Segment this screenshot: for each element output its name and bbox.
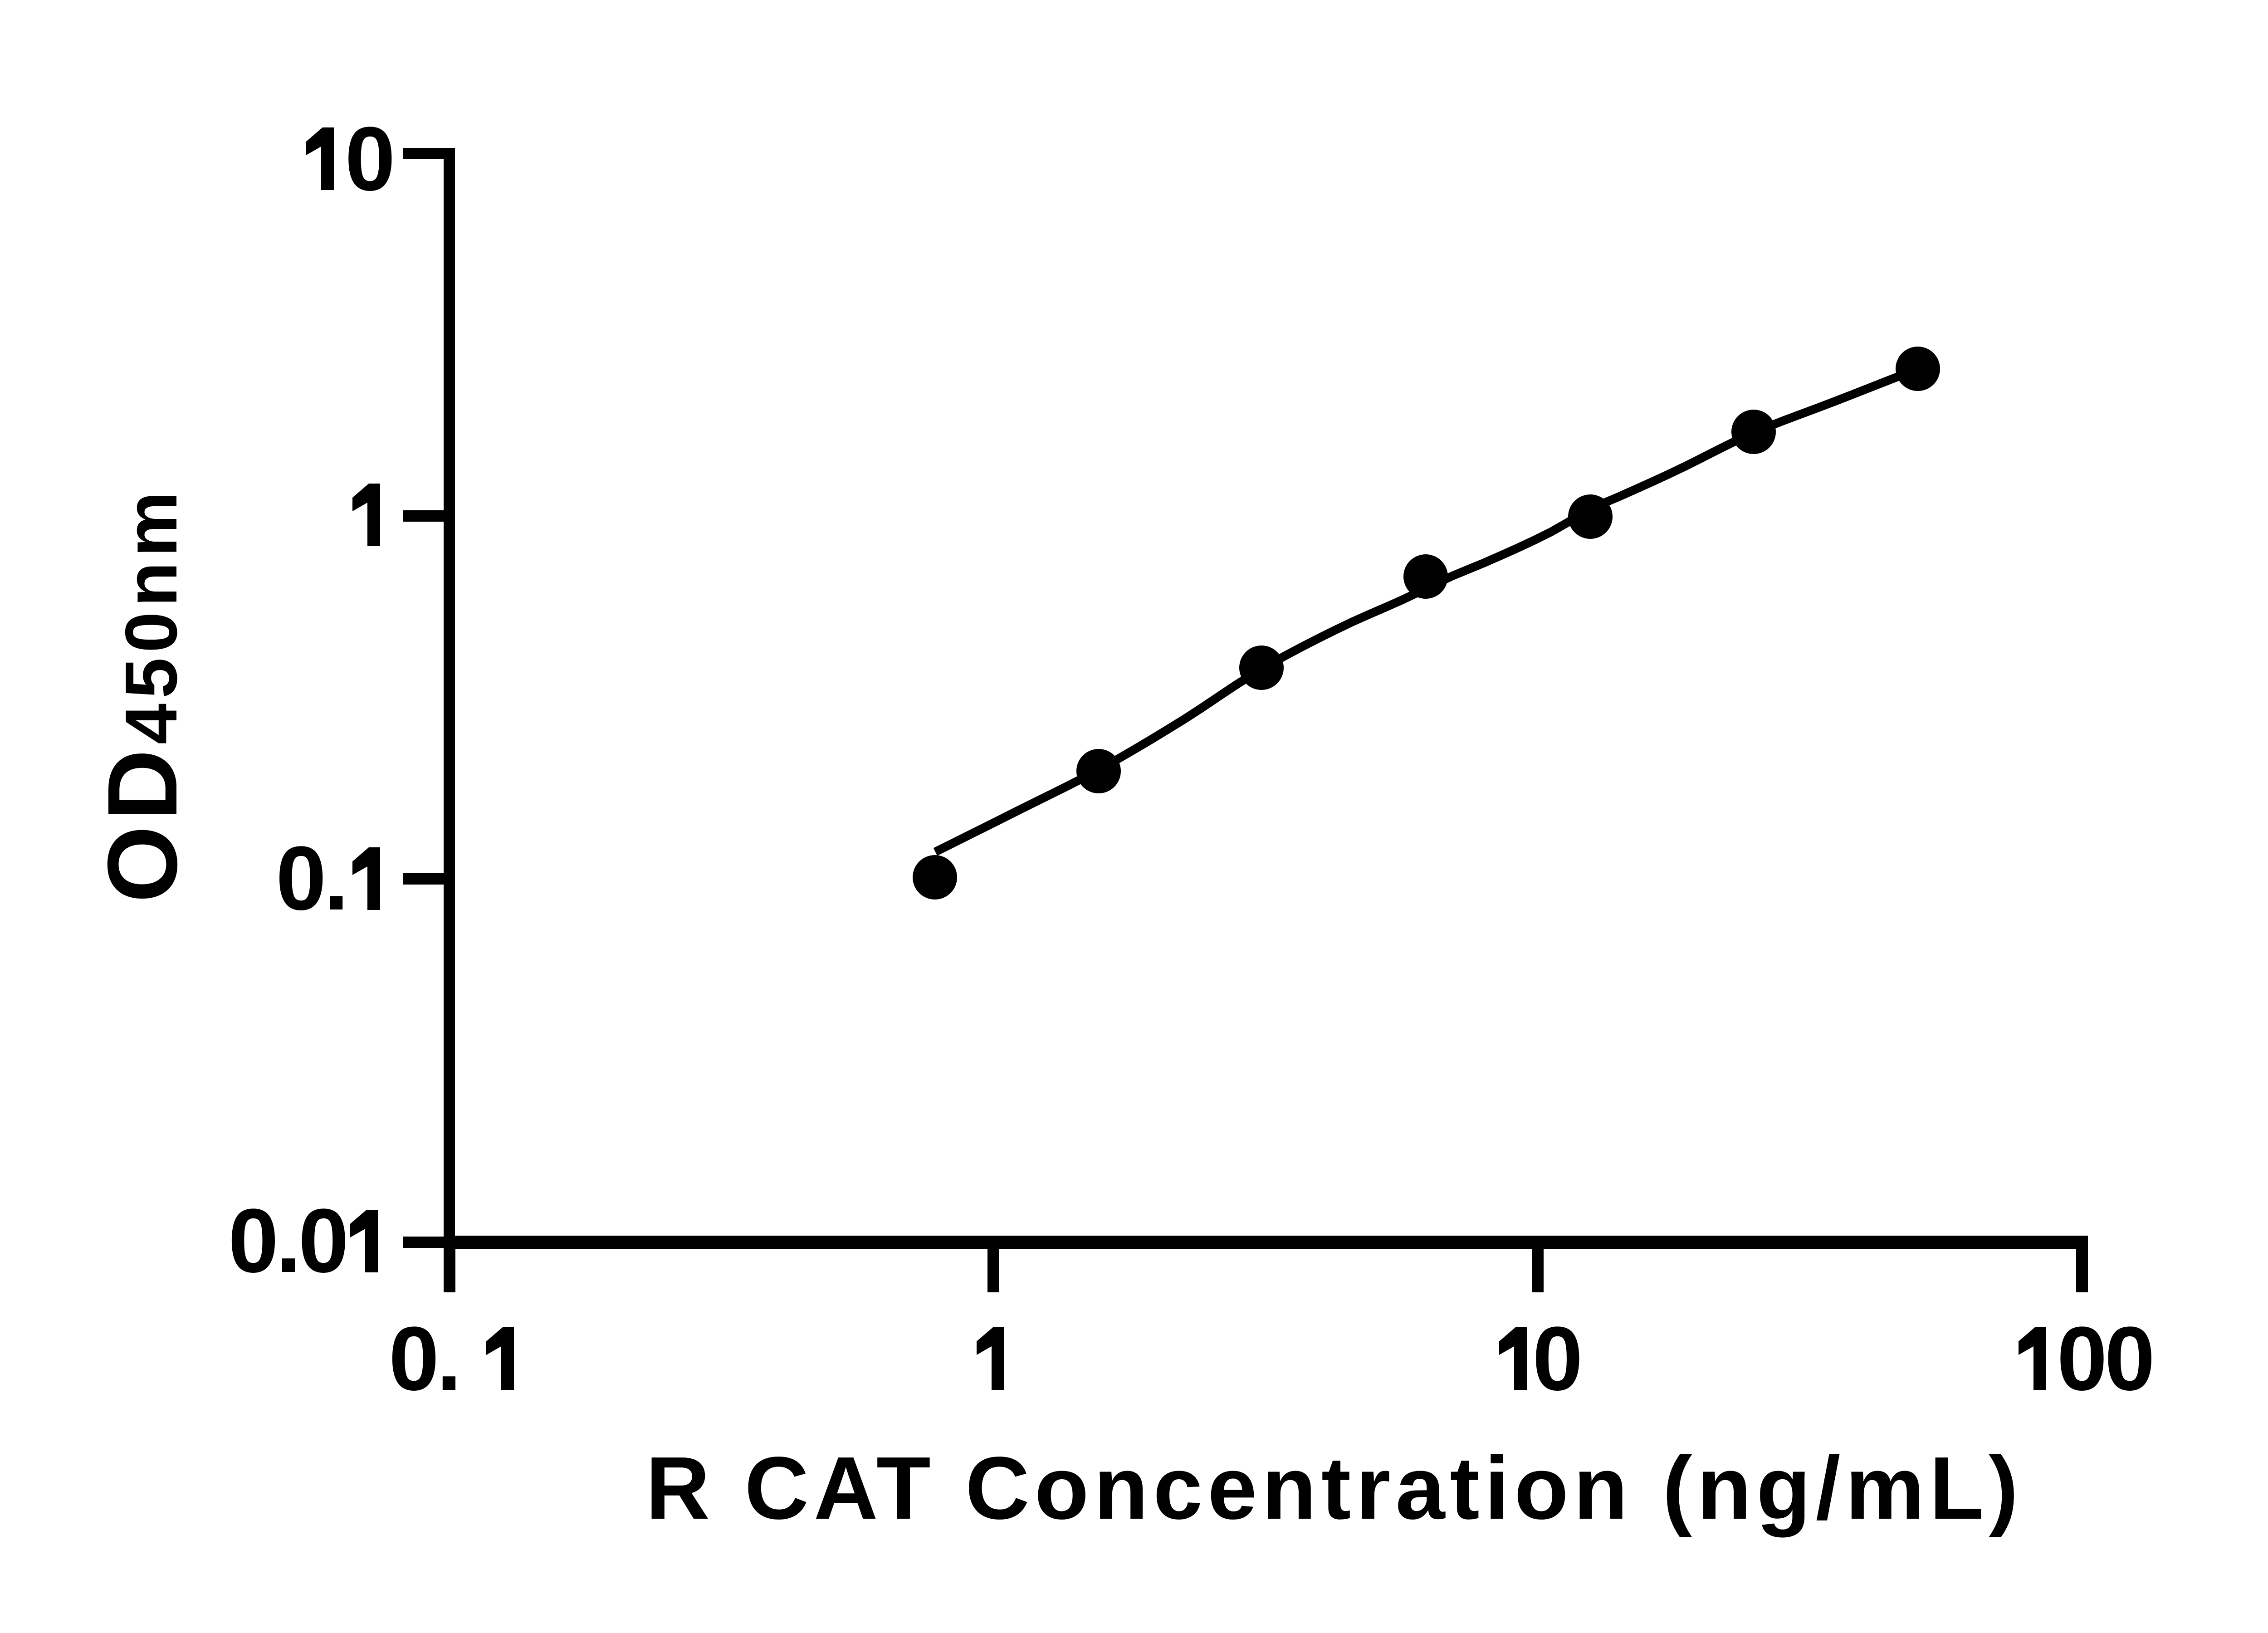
svg-text:R CAT Concentration (ng/mL): R CAT Concentration (ng/mL) <box>645 1438 2023 1538</box>
svg-text:OD450nm: OD450nm <box>88 487 198 903</box>
svg-text:0.: 0. <box>276 828 346 929</box>
svg-text:0.: 0. <box>389 1308 459 1409</box>
svg-text:00: 00 <box>2057 1308 2152 1409</box>
svg-text:0: 0 <box>345 108 395 210</box>
svg-text:0: 0 <box>1532 1308 1583 1409</box>
svg-text:0.0: 0.0 <box>228 1190 346 1291</box>
